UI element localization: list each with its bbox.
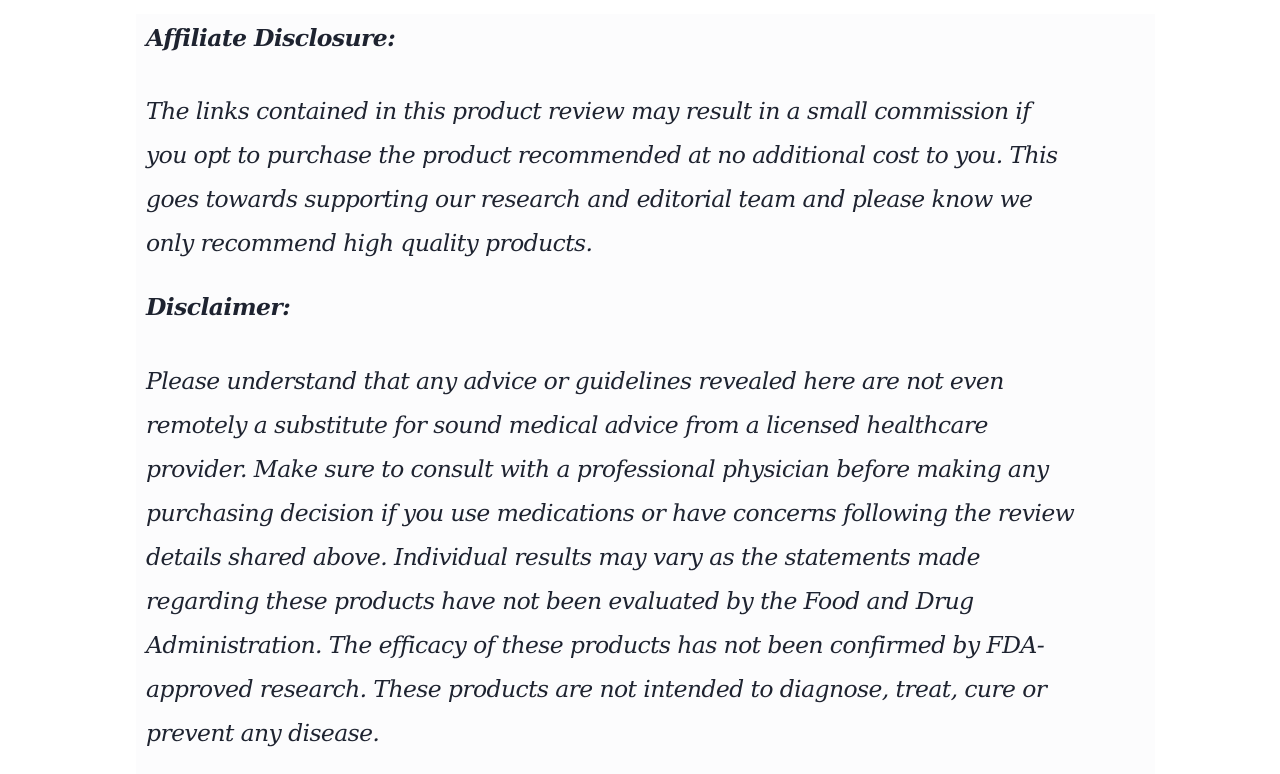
disclaimer-line: remotely a substitute for sound medical … (146, 411, 988, 439)
affiliate-line: you opt to purchase the product recommen… (146, 141, 1058, 169)
disclosure-panel (136, 14, 1155, 774)
disclaimer-heading: Disclaimer: (146, 293, 291, 321)
disclaimer-line: approved research. These products are no… (146, 675, 1047, 703)
disclaimer-line: prevent any disease. (146, 719, 380, 747)
disclaimer-line: Please understand that any advice or gui… (146, 367, 1004, 395)
affiliate-line: goes towards supporting our research and… (146, 185, 1033, 213)
affiliate-disclosure-heading: Affiliate Disclosure: (146, 24, 396, 52)
disclaimer-line: Administration. The efficacy of these pr… (146, 631, 1045, 659)
affiliate-line: only recommend high quality products. (146, 229, 593, 257)
disclaimer-line: regarding these products have not been e… (146, 587, 974, 615)
disclaimer-line: purchasing decision if you use medicatio… (146, 499, 1075, 527)
affiliate-line: The links contained in this product revi… (146, 97, 1031, 125)
disclaimer-line: details shared above. Individual results… (146, 543, 981, 571)
disclaimer-line: provider. Make sure to consult with a pr… (146, 455, 1049, 483)
